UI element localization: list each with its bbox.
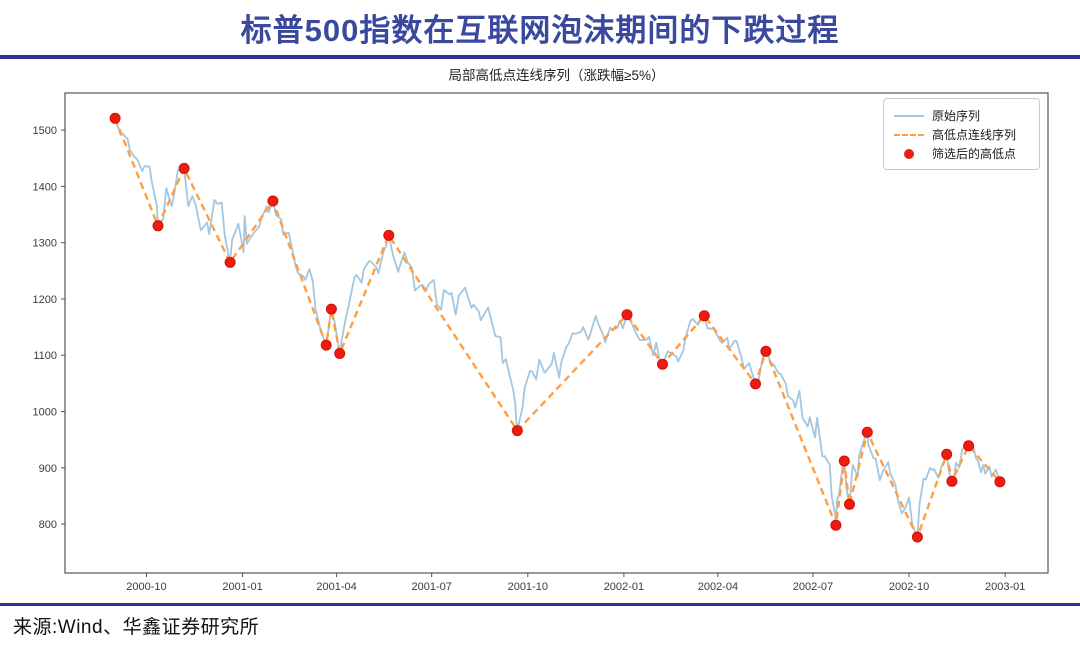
pivot-dot [511, 425, 523, 437]
pivot-dot [152, 220, 164, 232]
x-tick-label: 2002-01 [604, 581, 644, 593]
y-tick-label: 1500 [33, 125, 57, 137]
y-tick-label: 1000 [33, 406, 57, 418]
title-divider [0, 55, 1080, 59]
legend-label: 高低点连线序列 [932, 128, 1017, 142]
pivot-dot [109, 112, 121, 124]
pivot-dot [267, 195, 279, 207]
chart-title: 局部高低点连线序列（涨跌幅≥5%） [448, 68, 665, 83]
pivot-dot [861, 426, 873, 438]
pivot-dot [383, 229, 395, 241]
pivot-dot [698, 310, 710, 322]
x-tick-label: 2002-04 [698, 581, 738, 593]
legend-item-raw-series: 原始序列 [892, 106, 1031, 125]
x-tick-label: 2002-10 [889, 581, 929, 593]
legend-item-zigzag-series: 高低点连线序列 [892, 125, 1031, 144]
chart-legend: 原始序列高低点连线序列 筛选后的高低点 [883, 98, 1040, 170]
x-tick-label: 2000-10 [126, 581, 166, 593]
pivot-dot [334, 348, 346, 359]
pivot-dot [621, 309, 633, 321]
pivot-dot [224, 256, 236, 268]
pivot-dot [911, 531, 923, 543]
y-tick-label: 900 [39, 463, 57, 475]
x-tick-label: 2001-01 [222, 581, 262, 593]
pivot-dot [178, 162, 190, 174]
legend-item-pivot-points: 筛选后的高低点 [892, 144, 1031, 163]
x-tick-label: 2001-07 [411, 581, 451, 593]
x-tick-label: 2001-04 [316, 581, 356, 593]
x-tick-label: 2001-10 [508, 581, 548, 593]
pivot-dot [963, 440, 975, 452]
pivot-dot [325, 303, 337, 315]
x-tick-label: 2002-07 [793, 581, 833, 593]
legend-line-marker [892, 133, 926, 136]
legend-label: 筛选后的高低点 [932, 147, 1017, 161]
y-tick-label: 1100 [33, 350, 57, 362]
page-title: 标普500指数在互联网泡沫期间的下跌过程 [240, 13, 840, 48]
pivot-dot [657, 358, 668, 370]
y-tick-label: 800 [39, 519, 57, 531]
x-tick-label: 2003-01 [985, 581, 1025, 593]
pivot-dot [760, 345, 772, 357]
legend-dot-marker [892, 148, 926, 159]
source-note: 来源:Wind、华鑫证券研究所 [13, 617, 260, 638]
pivot-dot [320, 339, 332, 351]
zigzag-line [113, 117, 1001, 539]
raw-series-line [114, 118, 1005, 538]
y-tick-label: 1200 [33, 294, 57, 306]
footer-divider [0, 603, 1080, 606]
pivot-dot [941, 448, 953, 460]
pivot-dot [994, 476, 1006, 488]
pivot-dot [946, 475, 958, 487]
legend-label: 原始序列 [932, 109, 981, 123]
pivot-dot [844, 498, 855, 510]
y-tick-label: 1300 [33, 238, 57, 250]
pivot-dot [838, 455, 850, 467]
y-tick-label: 1400 [33, 181, 57, 193]
pivot-dot [830, 519, 842, 531]
pivot-dot [750, 378, 761, 390]
plot-border [64, 92, 1049, 574]
legend-line-marker [892, 114, 926, 117]
